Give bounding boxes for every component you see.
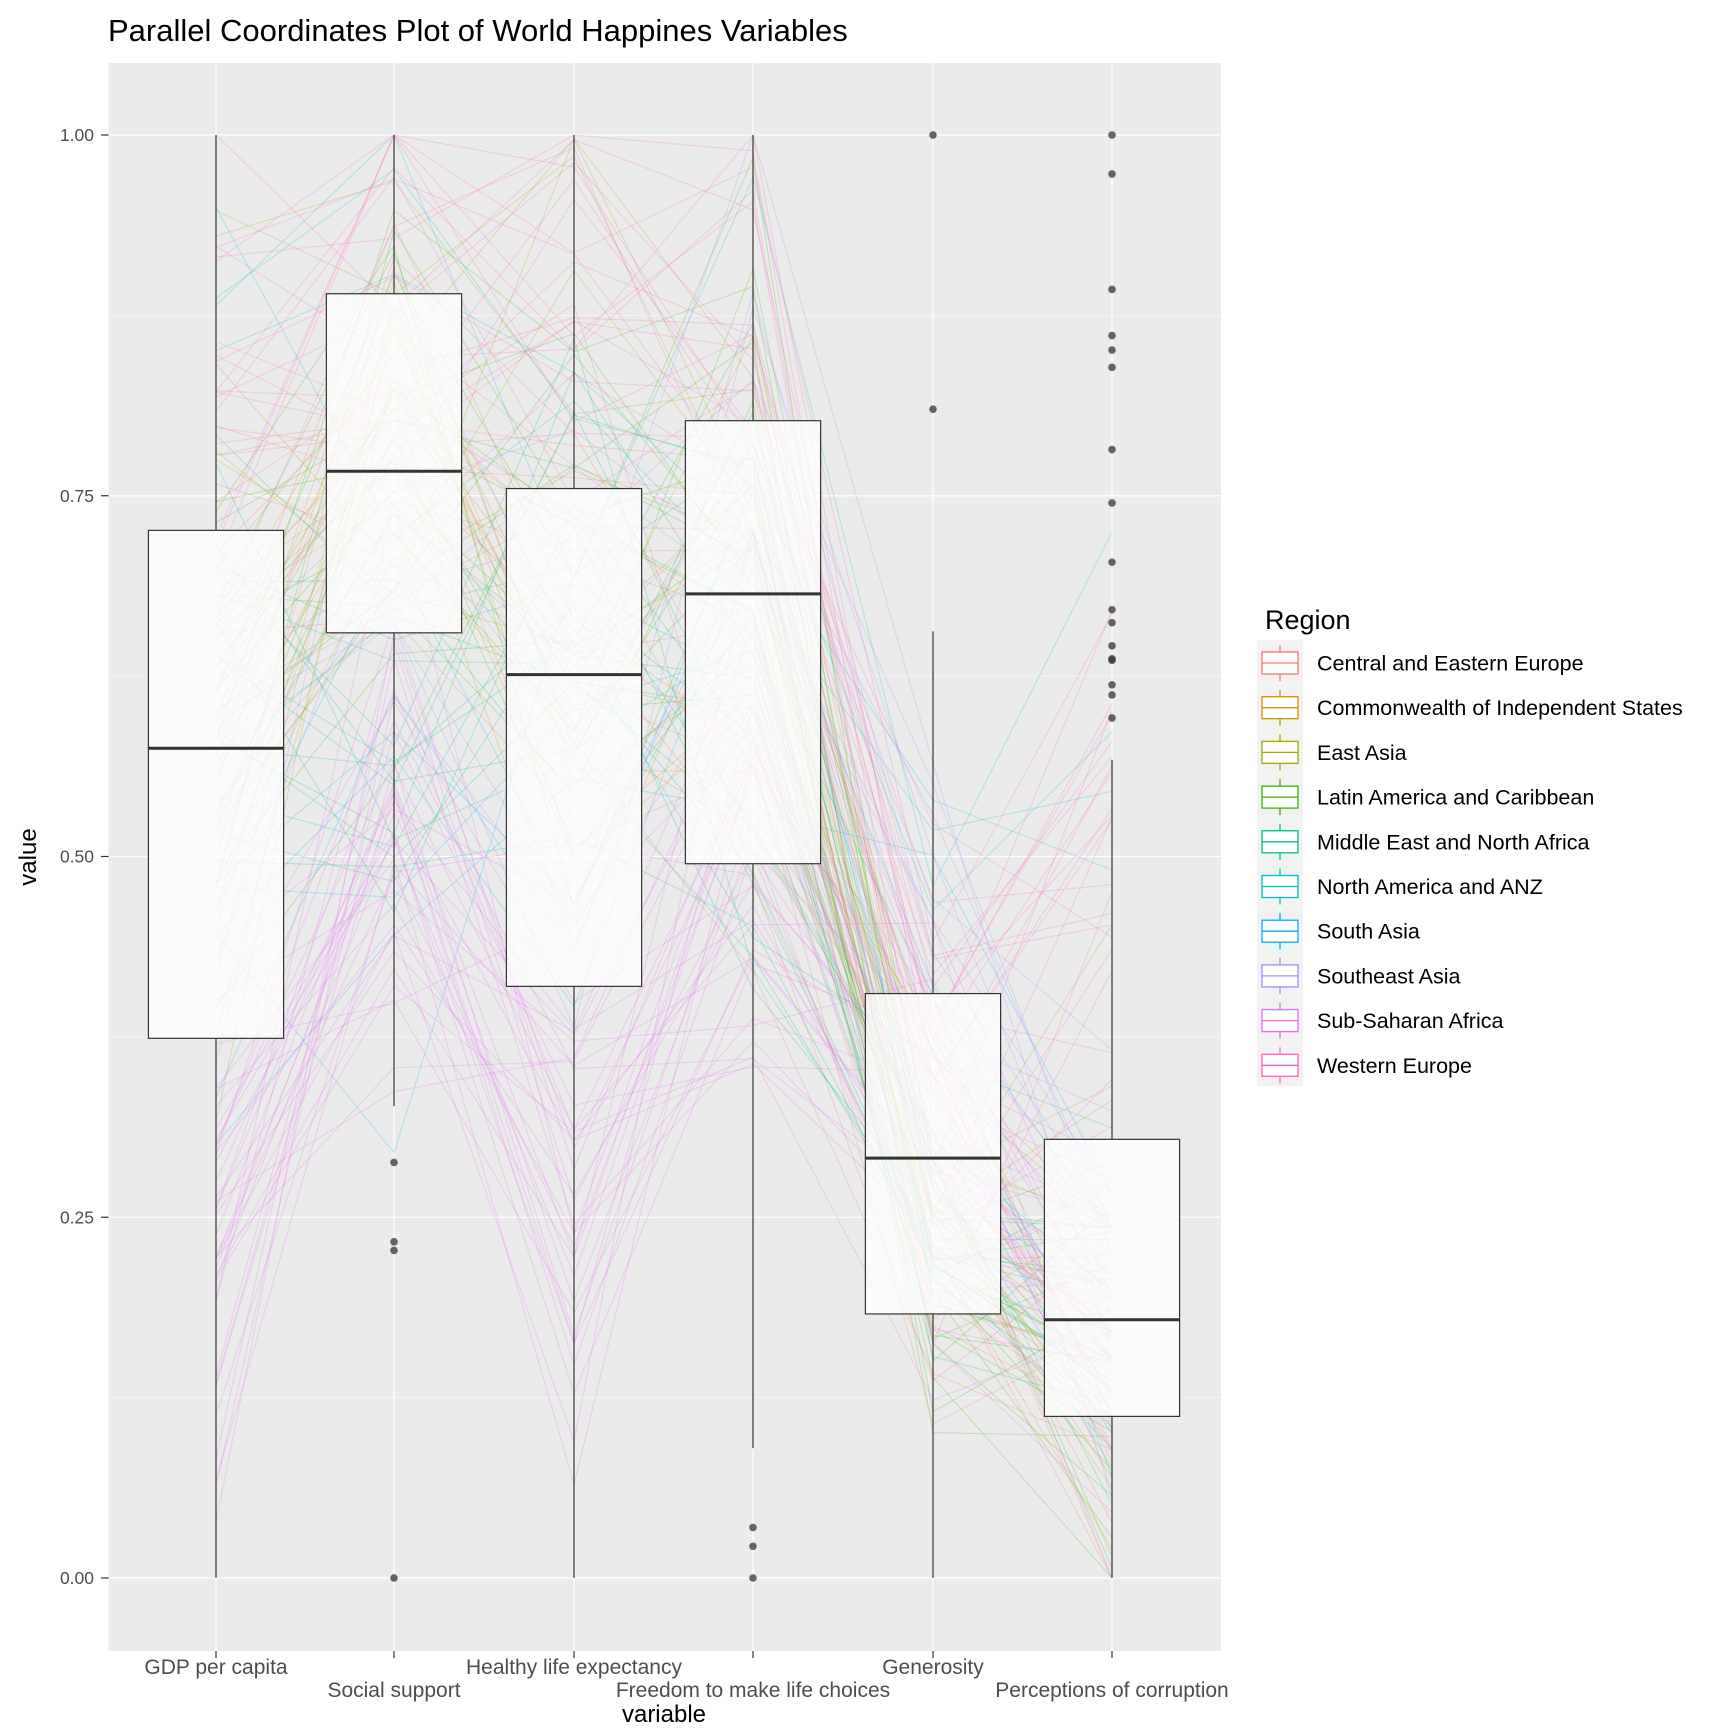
boxplot-5 (1043, 131, 1181, 1578)
country-line (215, 146, 1113, 1042)
outlier-point (390, 1574, 398, 1582)
outlier-point (929, 131, 937, 139)
country-line (215, 414, 1113, 1413)
boxplot-1 (325, 135, 463, 1582)
country-line (215, 305, 1113, 1300)
country-line (215, 628, 1113, 1513)
outlier-point (749, 1542, 757, 1551)
outlier-point (1108, 680, 1116, 689)
legend: Region Central and Eastern Europe Commonw… (1257, 605, 1683, 1086)
box (684, 420, 822, 865)
x-axis-title: variable (622, 1701, 706, 1728)
country-line (215, 176, 1113, 960)
outlier-point (1108, 642, 1116, 650)
outlier-point (1108, 346, 1116, 354)
outlier-point (1108, 558, 1116, 566)
legend-item: East Asia (1261, 734, 1407, 771)
legend-label: Commonwealth of Independent States (1317, 696, 1683, 720)
country-line (215, 168, 1113, 912)
box (505, 487, 643, 987)
outlier-point (1108, 170, 1116, 178)
country-line (215, 133, 1113, 888)
boxplot-3 (684, 135, 822, 1582)
y-tick-label: 0.50 (60, 847, 94, 867)
legend-item: Western Europe (1261, 1047, 1472, 1084)
outlier-point (1108, 605, 1116, 614)
legend-title: Region (1265, 605, 1351, 635)
legend-label: South Asia (1317, 920, 1420, 944)
boxplot-2 (505, 135, 643, 1578)
country-line (215, 134, 1113, 977)
country-line (215, 134, 1113, 944)
x-tick-label: Perceptions of corruption (995, 1679, 1228, 1702)
legend-item: Middle East and North Africa (1261, 823, 1590, 860)
boxplot-4 (864, 131, 1002, 1578)
y-tick-label: 0.75 (60, 486, 94, 506)
country-line (215, 276, 1113, 904)
box (147, 529, 285, 1039)
legend-item: Sub-Saharan Africa (1261, 1002, 1503, 1039)
legend-label: North America and ANZ (1317, 875, 1543, 899)
outlier-point (390, 1246, 398, 1255)
y-axis: 0.00 0.25 0.50 0.75 1.00 (60, 125, 109, 1588)
outlier-point (1108, 714, 1116, 722)
legend-label: Latin America and Caribbean (1317, 786, 1594, 810)
outlier-point (1108, 331, 1116, 340)
legend-item: Southeast Asia (1261, 957, 1460, 994)
legend-label: Sub-Saharan Africa (1317, 1009, 1503, 1033)
y-tick-label: 1.00 (60, 125, 94, 145)
outlier-point (1108, 499, 1116, 507)
boxplots (147, 131, 1181, 1582)
boxplot-0 (147, 135, 285, 1578)
x-tick-label: Freedom to make life choices (616, 1679, 890, 1702)
legend-label: Central and Eastern Europe (1317, 652, 1584, 676)
x-tick-label: Healthy life expectancy (466, 1656, 682, 1679)
outlier-point (1108, 656, 1116, 665)
outlier-point (1108, 285, 1116, 294)
outlier-point (749, 1574, 757, 1582)
legend-item: Commonwealth of Independent States (1261, 689, 1683, 726)
outlier-point (1108, 618, 1116, 627)
x-axis: GDP per capita Social support Healthy life… (144, 1651, 1229, 1702)
outlier-point (1108, 131, 1116, 139)
legend-item: North America and ANZ (1261, 868, 1543, 905)
outlier-point (390, 1158, 398, 1167)
x-tick-label: Social support (327, 1679, 460, 1702)
country-line (215, 273, 1113, 871)
chart-title: Parallel Coordinates Plot of World Happi… (108, 13, 848, 48)
legend-label: East Asia (1317, 741, 1407, 765)
outlier-point (1108, 691, 1116, 699)
box (864, 992, 1002, 1315)
legend-label: Middle East and North Africa (1317, 830, 1590, 854)
outlier-point (749, 1523, 757, 1532)
legend-label: Western Europe (1317, 1054, 1472, 1078)
outlier-point (1108, 363, 1116, 372)
country-line (215, 369, 1113, 1405)
country-line (215, 985, 1113, 1401)
outlier-point (390, 1237, 398, 1246)
country-line (215, 778, 1113, 1193)
country-line (215, 688, 1113, 1313)
legend-item: South Asia (1261, 913, 1420, 950)
box (1043, 1138, 1181, 1417)
y-tick-label: 0.25 (60, 1207, 94, 1227)
outlier-point (1108, 445, 1116, 454)
country-line (215, 134, 1113, 1028)
legend-item: Latin America and Caribbean (1261, 779, 1594, 816)
outlier-point (929, 405, 937, 413)
box (325, 293, 463, 634)
x-tick-label: GDP per capita (144, 1656, 288, 1679)
legend-item: Central and Eastern Europe (1261, 645, 1584, 681)
y-axis-title: value (15, 828, 42, 885)
country-line (215, 784, 1113, 1365)
x-tick-label: Generosity (882, 1656, 984, 1679)
y-tick-label: 0.00 (60, 1568, 94, 1588)
legend-label: Southeast Asia (1317, 964, 1460, 988)
